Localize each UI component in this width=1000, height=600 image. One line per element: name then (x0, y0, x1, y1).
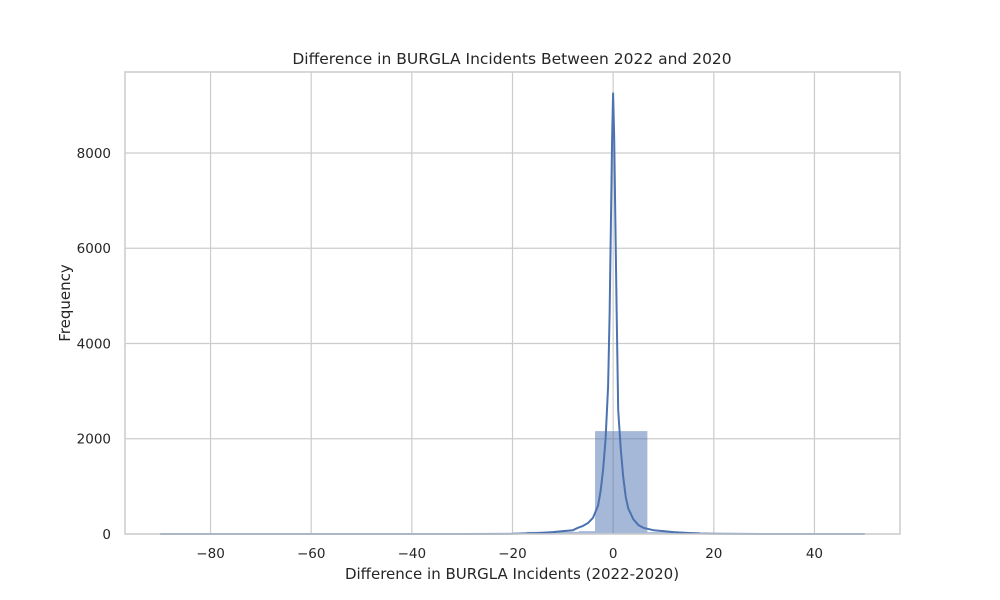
grid-lines (125, 72, 900, 535)
plot-frame (124, 71, 901, 535)
y-tick-label: 0 (102, 527, 111, 543)
histogram-bar (578, 531, 596, 534)
y-axis-ticks: 0 2000 4000 6000 8000 (77, 146, 111, 543)
x-tick-label: 40 (806, 546, 823, 562)
x-axis-ticks: −80 −60 −40 −20 0 20 40 (196, 546, 823, 562)
y-tick-label: 4000 (77, 336, 111, 352)
y-tick-label: 2000 (77, 432, 111, 448)
x-tick-label: 20 (705, 546, 722, 562)
kde-curve (160, 92, 865, 535)
x-tick-label: 0 (609, 546, 618, 562)
y-tick-label: 8000 (77, 146, 111, 162)
x-tick-label: −80 (196, 546, 225, 562)
y-axis-label: Frequency (56, 264, 74, 342)
x-axis-label: Difference in BURGLA Incidents (2022-202… (345, 565, 679, 583)
x-tick-label: −40 (398, 546, 427, 562)
x-tick-label: −20 (498, 546, 527, 562)
x-tick-label: −60 (297, 546, 326, 562)
kde-line (160, 92, 865, 535)
chart-title: Difference in BURGLA Incidents Between 2… (292, 50, 731, 68)
y-tick-label: 6000 (77, 241, 111, 257)
